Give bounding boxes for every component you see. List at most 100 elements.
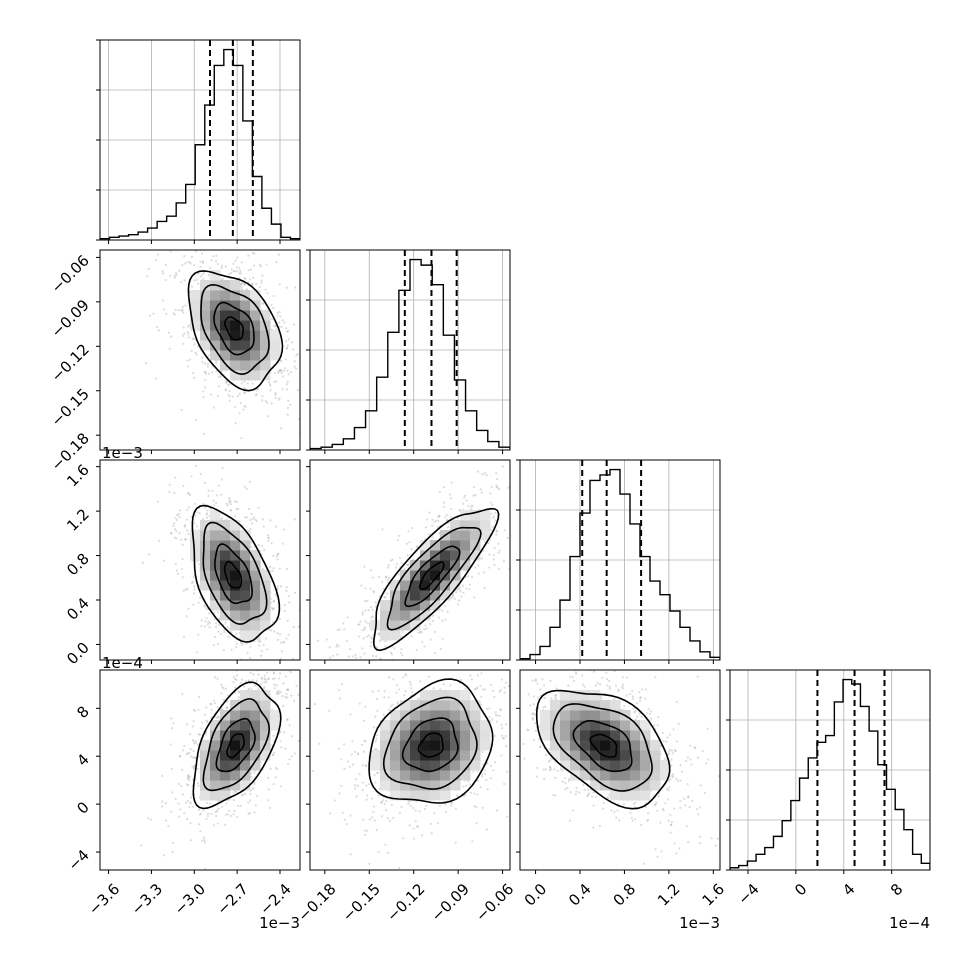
scatter-point [177,802,180,805]
scatter-point [286,619,289,622]
scatter-point [366,622,369,625]
scatter-point [272,554,275,558]
density-cell [450,530,461,541]
scatter-point [480,491,483,494]
density-cell [440,560,451,571]
scatter-point [168,490,171,494]
scatter-point [259,761,263,764]
density-cell [230,590,241,601]
scatter-point [444,810,448,813]
scatter-point [489,492,492,495]
scatter-point [461,584,465,587]
scatter-point [483,540,486,544]
scatter-point [425,665,427,667]
scatter-point [270,542,273,545]
scatter-point [439,688,442,691]
contour-line [200,284,270,376]
scatter-point [250,282,254,285]
scatter-point [281,319,284,322]
scatter-point [490,485,494,488]
scatter-point [277,689,280,693]
scatter-point [214,810,218,813]
scatter-point [247,687,250,691]
scatter-point [178,531,181,535]
contour-line [214,543,253,605]
scatter-point [224,388,227,391]
scatter-point [283,609,286,613]
scatter-point [279,785,283,788]
scatter-point [240,642,243,645]
scatter-point [280,325,283,328]
scatter-point [229,271,233,275]
scatter-point [181,305,185,309]
density-cell [240,720,251,731]
scatter-point [401,837,405,840]
density-cell [250,570,261,581]
scatter-point [262,302,265,305]
scatter-point [270,402,273,405]
scatter-point [376,734,379,737]
scatter-point [434,625,436,627]
scatter-point [423,807,427,811]
density-cell [380,740,391,751]
scatter-point [304,414,306,416]
scatter-point [207,274,211,277]
scatter-point [485,778,488,782]
scatter-point [364,587,367,590]
scatter-point [358,623,361,626]
scatter-point [238,696,241,699]
scatter-point [200,727,203,730]
scatter-point [245,288,248,291]
density-cell [450,740,461,751]
scatter-point [376,697,379,701]
scatter-point [223,628,226,631]
scatter-point [495,529,498,532]
scatter-point [378,640,381,643]
scatter-point [258,285,261,289]
scatter-point [507,486,510,489]
density-cell [200,530,211,541]
scatter-point [385,799,388,803]
density-cell [200,330,211,341]
density-cell [220,350,231,361]
scatter-point [208,612,211,615]
scatter-point [167,331,171,334]
scatter-point [250,268,253,271]
density-cell [230,760,241,771]
density-cell [230,600,241,611]
scatter-point [235,674,239,677]
scatter-point [226,625,229,629]
scatter-point [497,551,500,554]
scatter-point [188,260,191,264]
scatter-point [398,811,402,814]
scatter-point [242,282,245,285]
scatter-point [272,306,275,310]
scatter-point [184,537,187,541]
density-cell [230,310,241,321]
scatter-point [209,703,212,706]
scatter-point [485,664,487,666]
scatter-point [379,801,383,804]
density-cell [430,760,441,771]
scatter-point [286,718,289,721]
density-cell [220,740,231,751]
scatter-point [168,347,171,350]
scatter-point [274,396,277,400]
scatter-point [371,615,374,618]
density-cell [450,780,461,791]
scatter-point [172,722,175,725]
scatter-point [269,519,272,522]
scatter-point [262,643,265,647]
scatter-point [225,388,228,391]
scatter-point [160,805,164,808]
scatter-point [362,637,365,640]
scatter-point [384,663,386,665]
scatter-point [551,831,553,833]
scatter-point [286,344,289,347]
scatter-point [174,308,177,312]
density-cell [240,730,251,741]
scatter-point [468,588,471,591]
density-cell [420,560,431,571]
scatter-point [544,439,546,441]
scatter-point [262,525,265,528]
